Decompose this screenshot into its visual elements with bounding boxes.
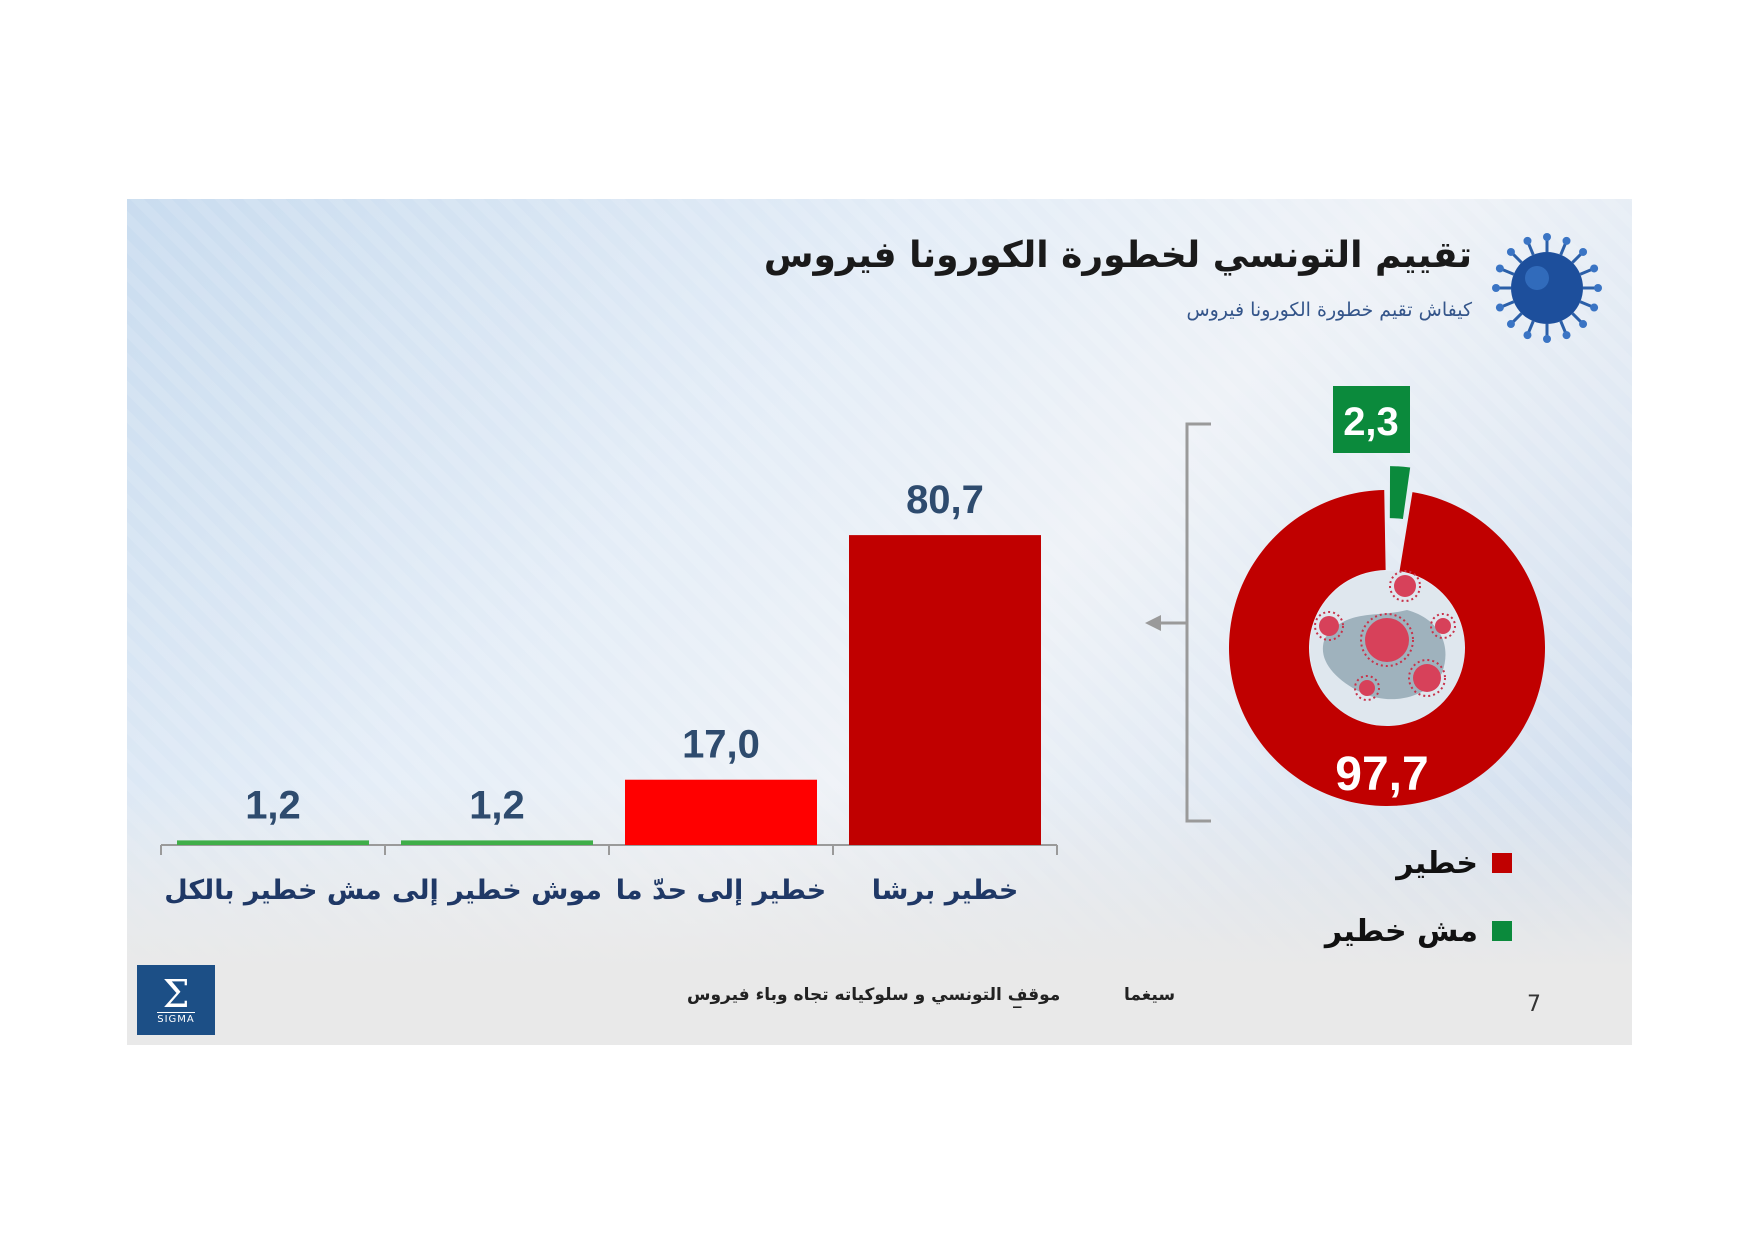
virus-spike-tip xyxy=(1594,284,1602,292)
bar xyxy=(625,779,817,845)
bar xyxy=(177,840,369,845)
virus-spike-tip xyxy=(1543,233,1551,241)
virus-spike-tip xyxy=(1579,320,1588,329)
footer-topic: موقف التونسي و سلوكياته تجاه وباء فيروس xyxy=(687,985,1061,1005)
virus-spike-tip xyxy=(1523,331,1532,340)
category-label: خطير إلى حدّ ما xyxy=(616,875,826,906)
legend-label-dangerous: خطير xyxy=(1396,845,1478,881)
legend-label-not-dangerous: مش خطير xyxy=(1324,913,1478,949)
virus-spikes xyxy=(1354,675,1380,701)
virus-spikes xyxy=(1360,613,1414,667)
donut-slice xyxy=(1389,466,1411,520)
legend-item-not-dangerous: مش خطير xyxy=(1324,913,1512,949)
virus-spike-tip xyxy=(1579,247,1588,256)
bar xyxy=(849,535,1041,845)
category-label: مش خطير بالكل xyxy=(164,875,381,906)
sigma-logo-icon: Σ xyxy=(162,971,190,1016)
virus-highlight xyxy=(1525,266,1549,290)
virus-spike-tip xyxy=(1506,247,1515,256)
virus-spike-tip xyxy=(1562,331,1571,340)
virus-spike-tip xyxy=(1523,236,1532,245)
virus-spikes xyxy=(1430,613,1456,639)
virus-particle xyxy=(1319,616,1339,636)
virus-illustration-icon xyxy=(1310,570,1464,725)
virus-body xyxy=(1511,252,1583,324)
donut-value-label: 2,3 xyxy=(1343,400,1399,444)
virus-particle xyxy=(1394,575,1416,597)
bar-value-label: 17,0 xyxy=(682,723,760,767)
bracket-arrow-head xyxy=(1145,615,1161,631)
legend-swatch-dangerous xyxy=(1492,853,1512,873)
bar-value-label: 1,2 xyxy=(245,783,301,827)
slide: 80,7 خطير برشا 17,0 خطير إلى حدّ ما 1,2 موش خ… xyxy=(127,199,1632,1045)
page-number: 7 xyxy=(1527,992,1541,1017)
virus-spike-tip xyxy=(1590,264,1599,273)
virus-spike-tip xyxy=(1562,236,1571,245)
page-title: تقييم التونسي لخطورة الكورونا فيروس xyxy=(763,235,1472,276)
bar-value-label: 1,2 xyxy=(469,783,525,827)
sigma-logo: Σ SIGMA xyxy=(137,965,215,1035)
virus-spikes xyxy=(1389,570,1421,602)
bar-value-label: 80,7 xyxy=(906,478,984,522)
logo-text: SIGMA xyxy=(157,1011,195,1025)
chart-canvas: 80,7 خطير برشا 17,0 خطير إلى حدّ ما 1,2 موش خ… xyxy=(160,233,1602,906)
virus-spike-tip xyxy=(1495,303,1504,312)
virus-spike-tip xyxy=(1590,303,1599,312)
donut-value-label: 97,7 xyxy=(1335,748,1428,801)
virus-particle xyxy=(1435,618,1451,634)
virus-spikes xyxy=(1314,611,1344,641)
virus-spike-tip xyxy=(1506,320,1515,329)
legend-item-dangerous: خطير xyxy=(1325,845,1512,881)
virus-spike-tip xyxy=(1492,284,1500,292)
virus-particle xyxy=(1359,680,1375,696)
virus-particle xyxy=(1365,618,1409,662)
legend-swatch-not-dangerous xyxy=(1492,921,1512,941)
virus-spikes xyxy=(1408,659,1446,697)
donut-value-box xyxy=(1333,386,1410,453)
virus-spike-tip xyxy=(1543,335,1551,343)
virus-particle xyxy=(1413,664,1441,692)
coronavirus-icon xyxy=(1492,233,1602,343)
category-label: خطير برشا xyxy=(872,875,1019,906)
donut-legend: خطير مش خطير xyxy=(1324,845,1512,983)
footer-separator: _ xyxy=(1013,989,1022,1009)
bracket-line xyxy=(1185,422,1211,823)
donut-slice xyxy=(1229,490,1545,806)
page-subtitle: كيفاش تقيم خطورة الكورونا فيروس xyxy=(1186,299,1472,321)
bar xyxy=(401,840,593,845)
virus-spike-tip xyxy=(1495,264,1504,273)
footer-brand: سيغما xyxy=(1124,985,1176,1005)
category-label: موش خطير إلى xyxy=(392,875,602,906)
